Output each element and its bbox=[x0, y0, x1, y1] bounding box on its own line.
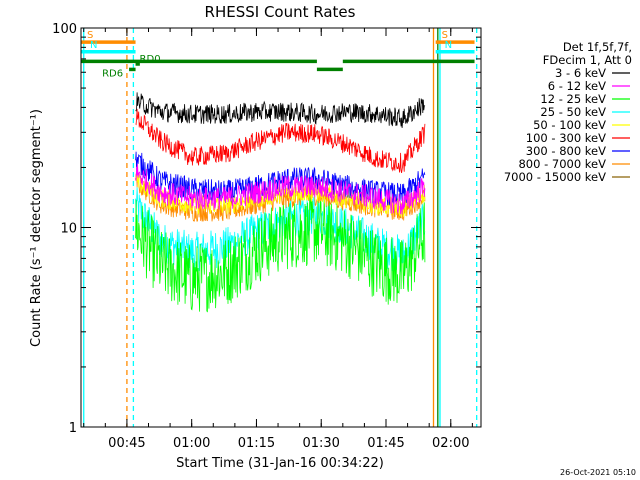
legend-label-2: 12 - 25 keV bbox=[540, 92, 606, 106]
legend-label-1: 6 - 12 keV bbox=[548, 79, 606, 93]
y-tick-label-1: 10 bbox=[60, 222, 77, 237]
segment-label-8: RD0 bbox=[140, 54, 161, 65]
x-axis: 00:45 01:00 01:15 01:30 01:45 02:00 bbox=[83, 28, 473, 451]
segment-label-7: RD6 bbox=[102, 68, 123, 79]
segment-label-3: N bbox=[445, 40, 452, 51]
legend-header-1: FDecim 1, Att 0 bbox=[543, 53, 632, 67]
legend-label-7: 800 - 7000 keV bbox=[518, 157, 606, 171]
vertical-markers bbox=[83, 28, 478, 427]
x-tick-label-1: 01:00 bbox=[173, 436, 210, 451]
segment-label-1: S bbox=[442, 30, 448, 41]
legend-label-8: 7000 - 15000 keV bbox=[504, 170, 606, 184]
segment-label-2: N bbox=[90, 40, 97, 51]
x-tick-label-2: 01:15 bbox=[238, 436, 275, 451]
series-line-2 bbox=[135, 194, 426, 313]
series-line-5 bbox=[135, 108, 426, 173]
x-tick-label-4: 01:45 bbox=[367, 436, 404, 451]
legend-label-4: 50 - 100 keV bbox=[533, 118, 606, 132]
x-tick-label-0: 00:45 bbox=[108, 436, 145, 451]
y-axis: 1 10 100 bbox=[52, 22, 481, 436]
series-line-0 bbox=[135, 92, 426, 129]
y-axis-label: Count Rate (s⁻¹ detector segment⁻¹) bbox=[29, 109, 44, 347]
legend-label-6: 300 - 800 keV bbox=[526, 144, 606, 158]
x-tick-label-3: 01:30 bbox=[302, 436, 339, 451]
x-axis-label: Start Time (31-Jan-16 00:34:22) bbox=[176, 456, 384, 471]
segment-label-0: S bbox=[87, 30, 93, 41]
legend-label-3: 25 - 50 keV bbox=[540, 105, 606, 119]
chart-title: RHESSI Count Rates bbox=[205, 3, 356, 21]
legend-header-0: Det 1f,5f,7f, bbox=[563, 40, 632, 54]
series-line-1 bbox=[135, 163, 426, 215]
y-tick-label-0: 1 bbox=[69, 421, 77, 436]
timestamp: 26-Oct-2021 05:10 bbox=[560, 468, 636, 477]
legend-label-5: 100 - 300 keV bbox=[526, 131, 606, 145]
y-tick-label-2: 100 bbox=[52, 22, 77, 37]
series-lines bbox=[135, 92, 426, 313]
legend-label-0: 3 - 6 keV bbox=[555, 66, 606, 80]
x-tick-label-5: 02:00 bbox=[432, 436, 469, 451]
series-line-6 bbox=[135, 151, 426, 206]
